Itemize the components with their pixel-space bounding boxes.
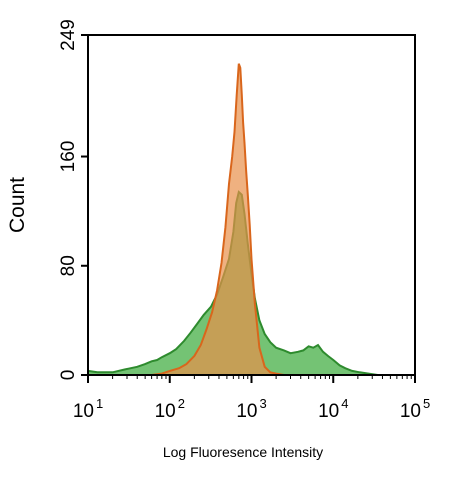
y-axis-title: Count bbox=[6, 177, 29, 233]
x-tick-label: 10 2 bbox=[155, 396, 185, 422]
y-tick-label: 80 bbox=[58, 255, 79, 276]
y-tick-label: 0 bbox=[58, 370, 79, 381]
x-tick-exponent: 4 bbox=[341, 396, 348, 411]
y-tick-label: 160 bbox=[58, 141, 79, 173]
x-tick-label: 10 1 bbox=[73, 396, 103, 422]
x-tick-label: 10 3 bbox=[236, 396, 266, 422]
x-tick-base: 10 bbox=[73, 401, 94, 422]
x-tick-label: 10 4 bbox=[318, 396, 348, 422]
series-2-area bbox=[88, 63, 291, 375]
x-tick-exponent: 1 bbox=[96, 396, 103, 411]
x-tick-base: 10 bbox=[318, 401, 339, 422]
x-tick-exponent: 5 bbox=[423, 396, 430, 411]
x-tick-exponent: 2 bbox=[178, 396, 185, 411]
x-tick-exponent: 3 bbox=[259, 396, 266, 411]
series-layer bbox=[87, 63, 415, 376]
x-tick-base: 10 bbox=[400, 401, 421, 422]
x-tick-label: 10 5 bbox=[400, 396, 430, 422]
x-tick-base: 10 bbox=[155, 401, 176, 422]
x-tick-base: 10 bbox=[236, 401, 257, 422]
x-axis-title: Log Fluoresence Intensity bbox=[163, 444, 323, 460]
series-2-outline bbox=[88, 63, 291, 376]
y-tick-label: 249 bbox=[58, 19, 79, 51]
